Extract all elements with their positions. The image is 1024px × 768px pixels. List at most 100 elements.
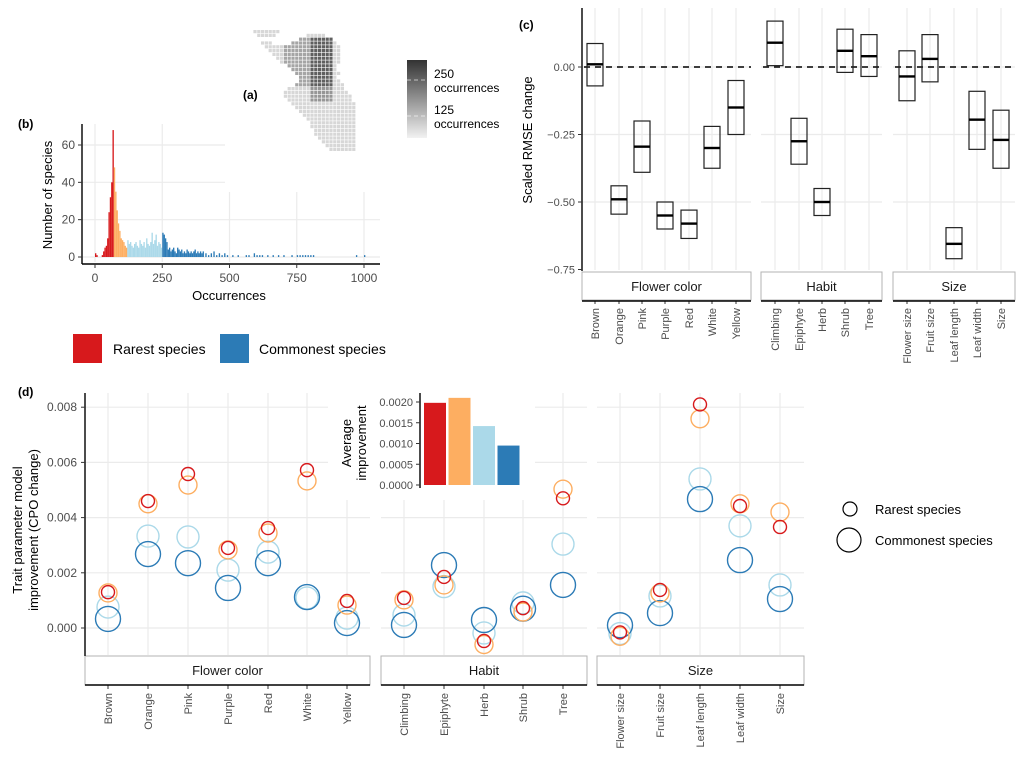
map-cell [280, 60, 284, 64]
map-cell [318, 64, 322, 68]
histogram-bar-commonest [302, 255, 304, 257]
point-rarest [476, 633, 492, 649]
map-cell [344, 147, 348, 151]
map-cell [337, 106, 341, 110]
inset-bar-commonest [497, 445, 520, 485]
map-cell [344, 113, 348, 117]
map-cell [321, 117, 325, 121]
point-rarest [396, 590, 412, 606]
map-cell [302, 56, 306, 60]
histogram-bar-common [139, 240, 141, 257]
map-cell [340, 117, 344, 121]
histogram-bar-commonest [199, 251, 202, 257]
map-cell [333, 94, 337, 98]
map-cell [337, 90, 341, 94]
map-cell [329, 125, 333, 129]
inset-bar-common [473, 426, 495, 485]
d-ytick-label: 0.000 [47, 621, 77, 635]
map-cell [302, 90, 306, 94]
point-rare [553, 479, 573, 499]
point-commonest [214, 574, 242, 602]
map-cell [340, 87, 344, 91]
map-cell [337, 52, 341, 56]
histogram-bar-commonest [218, 253, 221, 257]
map-cell [352, 125, 356, 129]
map-cell [268, 49, 272, 53]
map-cell [318, 113, 322, 117]
point-commonest [390, 611, 418, 639]
d-xtick-label: Epiphyte [439, 693, 451, 736]
c-xtick-label: Climbing [770, 308, 782, 351]
c-xtick-label: Yellow [731, 308, 743, 339]
map-cell [272, 52, 276, 56]
histogram-bar-commonest [194, 249, 196, 257]
map-cell [325, 109, 329, 113]
map-cell [272, 45, 276, 49]
map-cell [272, 33, 276, 37]
panel-b-histogram: (b) 0 20 40 60 0 250 500 750 1000 Occurrences Nu… [18, 117, 380, 303]
histogram-bar-commonest [213, 251, 215, 257]
point-rarest [692, 397, 708, 412]
map-cell [299, 37, 303, 41]
map-cell [291, 49, 295, 53]
histogram-bar-commonest [195, 253, 198, 257]
map-cell [344, 125, 348, 129]
histogram-bar-common [143, 242, 145, 257]
histogram-bar-common [150, 242, 152, 257]
map-cell [306, 98, 310, 102]
map-cell [344, 102, 348, 106]
map-cell [333, 128, 337, 132]
histogram-bar-rare [120, 238, 122, 257]
map-cell [340, 121, 344, 125]
histogram-bar-commonest [175, 253, 178, 257]
map-cell [302, 94, 306, 98]
map-cell [329, 140, 333, 144]
map-cell [321, 98, 325, 102]
map-cell [329, 121, 333, 125]
map-cell [310, 41, 314, 45]
map-cell [314, 68, 318, 72]
panel-c-rmse: (c) Scaled RMSE change Brown Orange Pink Pu… [519, 8, 1016, 364]
map-cell [333, 52, 337, 56]
map-cell [299, 60, 303, 64]
histogram-bar-commonest [299, 255, 301, 257]
map-cell [283, 45, 287, 49]
histogram-bar-commonest [197, 251, 199, 257]
panel-c-y-title: Scaled RMSE change [520, 76, 535, 203]
map-cell [302, 106, 306, 110]
d-xtick-label: Orange [143, 693, 155, 730]
map-cell [283, 60, 287, 64]
map-cell [314, 125, 318, 129]
map-cell [295, 83, 299, 87]
map-cell [329, 60, 333, 64]
map-cell [344, 121, 348, 125]
map-cell [314, 109, 318, 113]
map-cell [310, 49, 314, 53]
map-cell [321, 106, 325, 110]
map-cell [325, 71, 329, 75]
size-legend: Rarest species Commonest species [836, 501, 993, 553]
d-ytick-label: 0.006 [47, 455, 77, 469]
map-cell [287, 56, 291, 60]
histogram-bar-rarest [111, 182, 113, 257]
map-cell [310, 83, 314, 87]
histogram-bar-rare [113, 167, 116, 257]
map-cell [257, 33, 261, 37]
size-legend-small-circle [842, 501, 858, 517]
map-cell [302, 98, 306, 102]
histogram-bar-rare [115, 191, 117, 257]
map-cell [310, 33, 314, 37]
map-cell [314, 90, 318, 94]
map-cell [325, 117, 329, 121]
map-cell [314, 75, 318, 79]
map-cell [321, 60, 325, 64]
map-cell [333, 136, 337, 140]
map-cell [340, 128, 344, 132]
c-xtick-label: Shrub [840, 308, 852, 337]
point-rare [258, 523, 278, 543]
map-cell [318, 71, 322, 75]
map-cell [302, 87, 306, 91]
histogram-bar-rarest [112, 130, 114, 257]
d-strip-1 [380, 655, 588, 686]
map-cell [306, 37, 310, 41]
